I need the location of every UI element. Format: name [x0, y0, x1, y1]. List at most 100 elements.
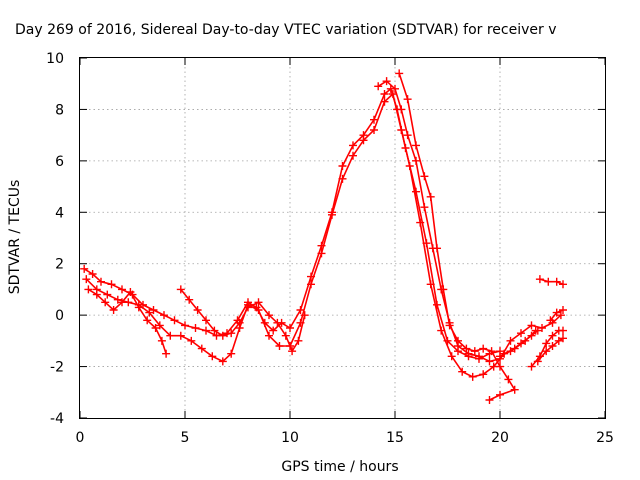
data-point-marker	[281, 331, 290, 340]
data-point-marker	[155, 321, 164, 330]
data-point-marker	[275, 342, 284, 350]
data-point-marker	[166, 331, 175, 340]
data-point-marker	[433, 300, 441, 309]
data-point-marker	[517, 339, 525, 348]
data-point-marker	[426, 192, 435, 201]
data-point-marker	[113, 295, 122, 304]
data-point-marker	[462, 344, 471, 353]
data-point-marker	[420, 172, 429, 181]
data-point-marker	[191, 324, 200, 332]
data-point-marker	[359, 136, 368, 145]
data-point-marker	[349, 141, 357, 150]
y-tick-label: -4	[50, 411, 64, 427]
series-track-10	[535, 275, 567, 289]
data-point-marker	[542, 339, 551, 348]
data-point-marker	[382, 77, 391, 86]
series-track-6	[395, 69, 519, 404]
data-point-marker	[533, 357, 542, 366]
data-point-marker	[181, 321, 189, 330]
x-tick-label: 20	[491, 430, 509, 446]
data-point-marker	[157, 336, 166, 345]
data-point-marker	[517, 329, 525, 338]
y-tick-label: 2	[55, 257, 64, 273]
data-point-marker	[103, 290, 112, 299]
series-trace	[377, 80, 562, 363]
data-point-marker	[445, 321, 454, 330]
data-point-marker	[464, 349, 473, 358]
chart-title: Day 269 of 2016, Sidereal Day-to-day VTE…	[15, 22, 557, 38]
series-track-5	[374, 77, 565, 366]
data-point-marker	[542, 347, 551, 356]
data-point-marker	[559, 326, 567, 335]
series-trace	[180, 288, 306, 352]
data-point-marker	[286, 324, 294, 332]
data-point-marker	[143, 316, 152, 325]
data-point-marker	[533, 326, 542, 335]
data-point-marker	[328, 210, 336, 219]
data-point-marker	[554, 336, 563, 345]
data-point-marker	[391, 84, 399, 93]
data-point-marker	[338, 162, 347, 170]
data-point-marker	[185, 295, 194, 304]
data-point-marker	[97, 277, 105, 286]
x-tick-label: 5	[181, 430, 190, 446]
data-point-marker	[416, 218, 425, 227]
data-point-marker	[300, 311, 309, 320]
data-point-marker	[227, 349, 236, 358]
x-tick-label: 25	[596, 430, 614, 446]
data-point-marker	[485, 396, 494, 404]
data-point-marker	[527, 331, 536, 340]
data-point-marker	[317, 249, 326, 258]
data-point-marker	[151, 324, 160, 332]
series-track-11	[546, 306, 567, 325]
y-tick-label: 0	[55, 308, 64, 324]
data-point-marker	[126, 288, 135, 296]
plot-frame	[79, 57, 606, 419]
data-point-marker	[548, 331, 557, 340]
series-track-4	[176, 285, 309, 356]
data-point-marker	[527, 321, 536, 330]
series-track-9	[533, 334, 567, 366]
data-point-marker	[176, 285, 185, 294]
y-tick-label: 10	[46, 51, 64, 67]
data-point-marker	[118, 298, 126, 307]
data-point-marker	[506, 336, 515, 345]
data-point-marker	[296, 306, 305, 314]
data-point-marker	[403, 95, 412, 104]
data-point-marker	[176, 331, 185, 340]
data-point-marker	[265, 331, 273, 340]
series-track-1	[80, 84, 504, 363]
data-point-marker	[134, 303, 143, 312]
data-point-marker	[109, 306, 118, 314]
data-point-marker	[556, 311, 565, 320]
data-point-marker	[426, 280, 435, 289]
data-point-marker	[145, 308, 154, 317]
data-point-marker	[496, 390, 504, 399]
data-point-marker	[535, 275, 544, 284]
data-point-marker	[235, 318, 244, 327]
series-track-3	[84, 285, 171, 358]
data-point-marker	[265, 311, 273, 320]
data-point-marker	[349, 151, 357, 160]
data-point-marker	[187, 336, 196, 345]
data-series	[80, 69, 567, 404]
data-point-marker	[479, 370, 488, 379]
data-point-marker	[397, 105, 406, 114]
x-tick-label: 15	[386, 430, 404, 446]
data-point-marker	[538, 324, 546, 332]
y-tick-label: 4	[55, 205, 64, 221]
data-point-marker	[468, 372, 477, 381]
data-point-marker	[412, 141, 420, 150]
series-track-7	[496, 326, 542, 361]
data-point-marker	[487, 347, 496, 356]
series-trace	[539, 278, 564, 286]
data-point-marker	[84, 285, 93, 294]
data-point-marker	[218, 331, 227, 340]
data-point-marker	[254, 306, 263, 314]
grid-lines	[80, 58, 605, 418]
data-point-marker	[420, 203, 429, 212]
data-point-marker	[496, 352, 504, 361]
data-point-marker	[370, 115, 378, 124]
data-point-marker	[107, 280, 116, 289]
data-point-marker	[101, 298, 110, 307]
